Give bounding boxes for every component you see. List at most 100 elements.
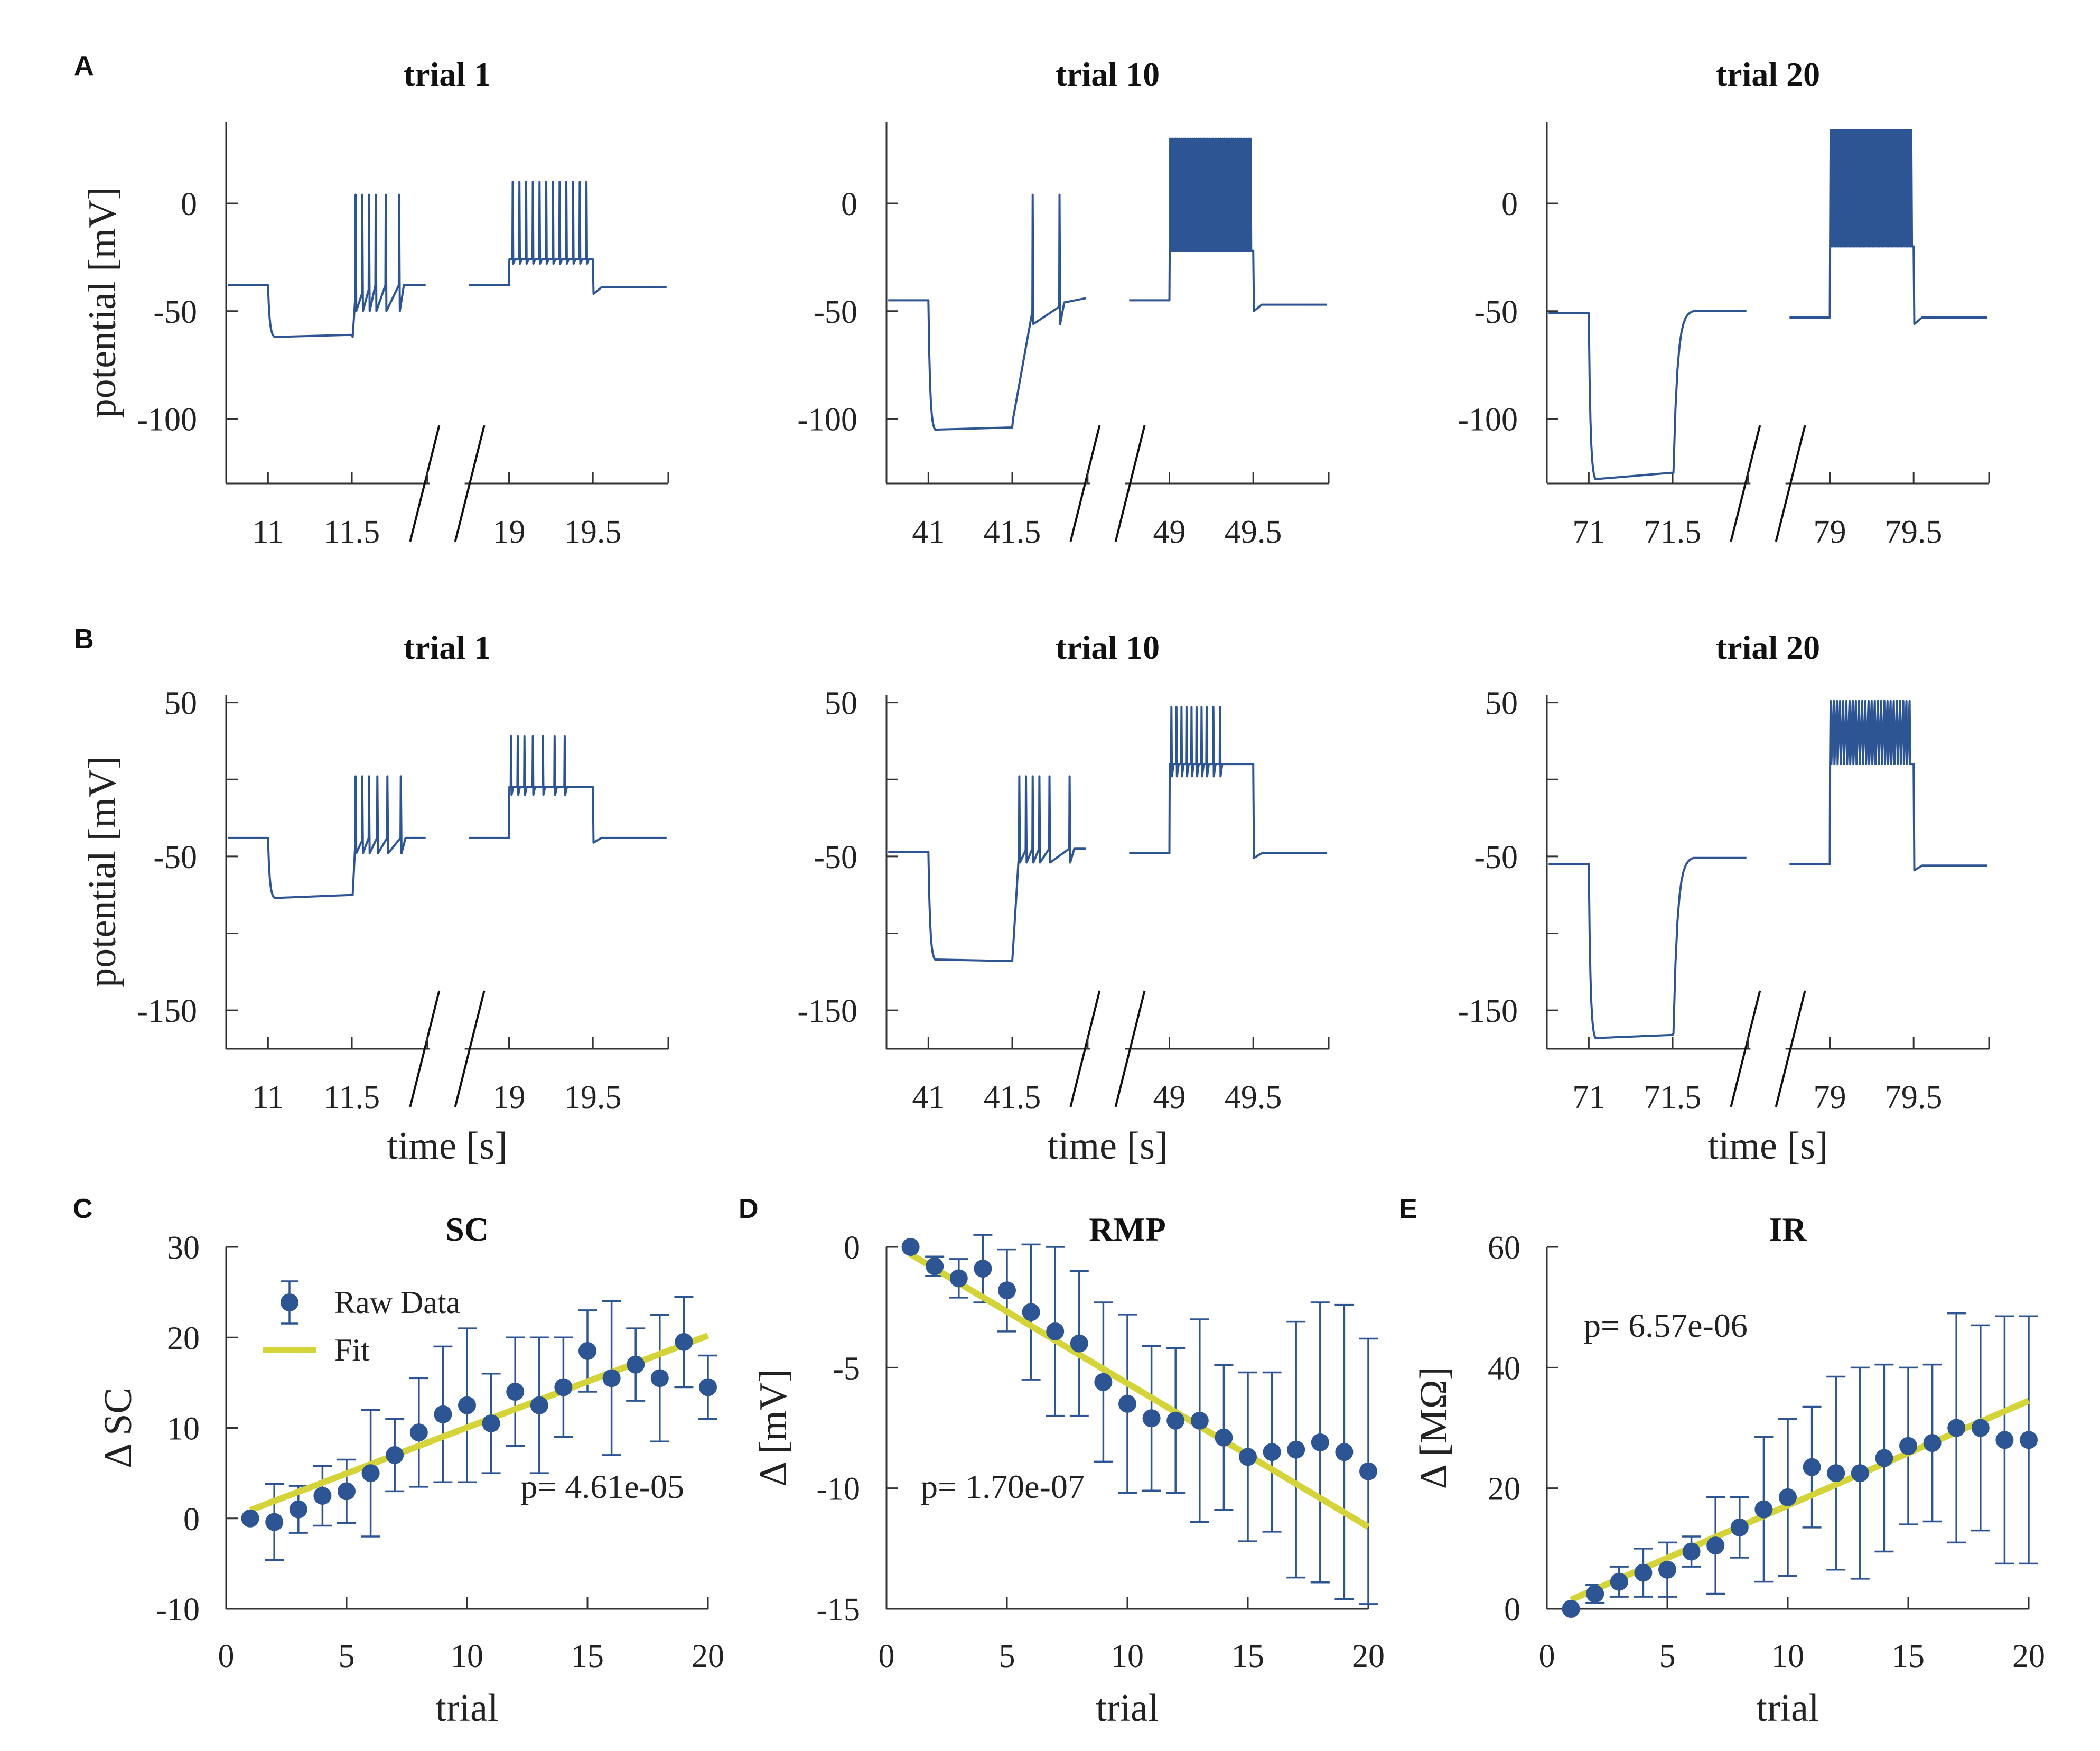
p-value-annotation: p= 1.70e-07 xyxy=(921,1468,1085,1505)
data-point xyxy=(1287,1440,1305,1459)
voltage-trace xyxy=(888,775,1086,962)
axis-break-mark xyxy=(454,425,486,542)
data-point xyxy=(1190,1411,1209,1430)
voltage-trace xyxy=(469,181,667,295)
panel-title: trial 20 xyxy=(1716,629,1820,666)
x-tick-label: 49 xyxy=(1153,1079,1186,1115)
data-point xyxy=(313,1486,332,1505)
voltage-trace xyxy=(228,775,426,899)
x-tick-label: 5 xyxy=(1659,1638,1676,1674)
panel-title: trial 1 xyxy=(404,55,491,93)
data-point xyxy=(1851,1464,1869,1483)
x-tick-label: 19.5 xyxy=(564,1079,622,1115)
p-value-annotation: p= 6.57e-06 xyxy=(1584,1307,1748,1344)
axis-break-mark xyxy=(1730,425,1761,542)
data-point xyxy=(998,1281,1016,1300)
x-tick-label: 79 xyxy=(1814,1079,1846,1115)
y-tick-label: -50 xyxy=(814,840,857,875)
y-tick-label: -5 xyxy=(833,1350,860,1386)
x-tick-label: 11 xyxy=(252,1079,284,1115)
x-tick-label: 11.5 xyxy=(324,514,380,550)
voltage-trace xyxy=(1548,856,1747,1039)
y-tick-label: -100 xyxy=(137,402,197,438)
x-tick-label: 19 xyxy=(493,1079,526,1115)
x-tick-label: 71.5 xyxy=(1644,1079,1702,1115)
x-tick-label: 11.5 xyxy=(324,1079,380,1115)
trace-panel-5: 50 -50 -150 71 71.5 79 79.5 trial 20 time [s] xyxy=(1458,629,1990,1168)
x-tick-label: 5 xyxy=(999,1638,1015,1674)
data-point xyxy=(506,1383,525,1401)
data-point xyxy=(1779,1488,1797,1506)
data-point xyxy=(1875,1449,1893,1467)
y-tick-label: -150 xyxy=(137,993,197,1029)
x-tick-label: 49.5 xyxy=(1225,1079,1282,1115)
x-tick-label: 11 xyxy=(252,514,284,550)
y-tick-label: 40 xyxy=(1488,1350,1520,1386)
y-axis-label: potential [mV] xyxy=(81,756,124,988)
x-axis-label: trial xyxy=(1096,1687,1159,1730)
axis-break-mark xyxy=(1775,425,1806,542)
axis-break-mark xyxy=(1114,990,1146,1107)
data-point xyxy=(949,1269,968,1288)
axis-break-mark xyxy=(409,990,441,1107)
trace-panel-1: 0 -50 -100 41 41.5 49 49.5 trial 10 xyxy=(797,55,1330,550)
x-tick-label: 79 xyxy=(1814,514,1846,550)
data-point xyxy=(1311,1433,1329,1451)
x-tick-label: 41 xyxy=(912,1079,945,1115)
x-tick-label: 49 xyxy=(1153,514,1186,550)
voltage-trace xyxy=(1548,310,1747,480)
data-point xyxy=(409,1423,428,1442)
panel-title: trial 20 xyxy=(1716,55,1820,93)
data-point xyxy=(1634,1563,1653,1582)
x-axis-label: trial xyxy=(435,1687,498,1730)
y-tick-label: -100 xyxy=(1458,402,1518,438)
y-tick-label: 60 xyxy=(1488,1230,1520,1266)
data-point xyxy=(1070,1334,1088,1353)
data-point xyxy=(926,1257,944,1275)
data-point xyxy=(1754,1500,1773,1519)
data-point xyxy=(554,1378,573,1396)
axis-break-mark xyxy=(454,990,486,1107)
x-tick-label: 15 xyxy=(1892,1638,1925,1674)
data-point xyxy=(1239,1448,1257,1466)
x-tick-label: 20 xyxy=(692,1638,724,1674)
y-tick-label: -50 xyxy=(153,840,197,875)
data-point xyxy=(434,1405,452,1423)
x-tick-label: 10 xyxy=(1111,1638,1144,1674)
panel-title: trial 1 xyxy=(404,629,491,666)
data-point xyxy=(1995,1431,2014,1449)
data-point xyxy=(1166,1411,1185,1430)
panel-letter: A xyxy=(74,51,94,81)
data-point xyxy=(1118,1394,1136,1413)
data-point xyxy=(602,1369,621,1387)
x-tick-label: 49.5 xyxy=(1225,514,1282,550)
y-tick-label: 20 xyxy=(167,1320,200,1356)
y-tick-label: 30 xyxy=(167,1230,200,1266)
data-point xyxy=(1923,1434,1942,1452)
y-axis-label: Δ [mV] xyxy=(752,1369,795,1486)
voltage-trace xyxy=(888,193,1087,431)
voltage-trace xyxy=(1129,137,1327,312)
y-tick-label: -50 xyxy=(1474,294,1518,330)
x-tick-label: 10 xyxy=(451,1638,483,1674)
y-tick-label: 10 xyxy=(167,1411,200,1447)
axis-break-mark xyxy=(1069,425,1101,542)
data-point xyxy=(578,1342,596,1360)
p-value-annotation: p= 4.61e-05 xyxy=(520,1468,684,1505)
y-tick-label: -15 xyxy=(816,1592,860,1628)
x-tick-label: 0 xyxy=(879,1638,895,1674)
y-tick-label: 50 xyxy=(164,686,197,722)
x-axis-label: trial xyxy=(1756,1687,1819,1730)
x-tick-label: 71 xyxy=(1572,1079,1605,1115)
legend-marker xyxy=(281,1293,298,1311)
x-tick-label: 79.5 xyxy=(1885,1079,1943,1115)
legend-label: Fit xyxy=(334,1333,370,1367)
data-point xyxy=(241,1509,259,1528)
y-axis-label: Δ SC xyxy=(97,1387,140,1468)
x-axis-label: time [s] xyxy=(387,1124,507,1168)
y-axis-label: Δ [MΩ] xyxy=(1412,1366,1455,1489)
data-point xyxy=(1947,1419,1966,1437)
x-tick-label: 20 xyxy=(1352,1638,1385,1674)
